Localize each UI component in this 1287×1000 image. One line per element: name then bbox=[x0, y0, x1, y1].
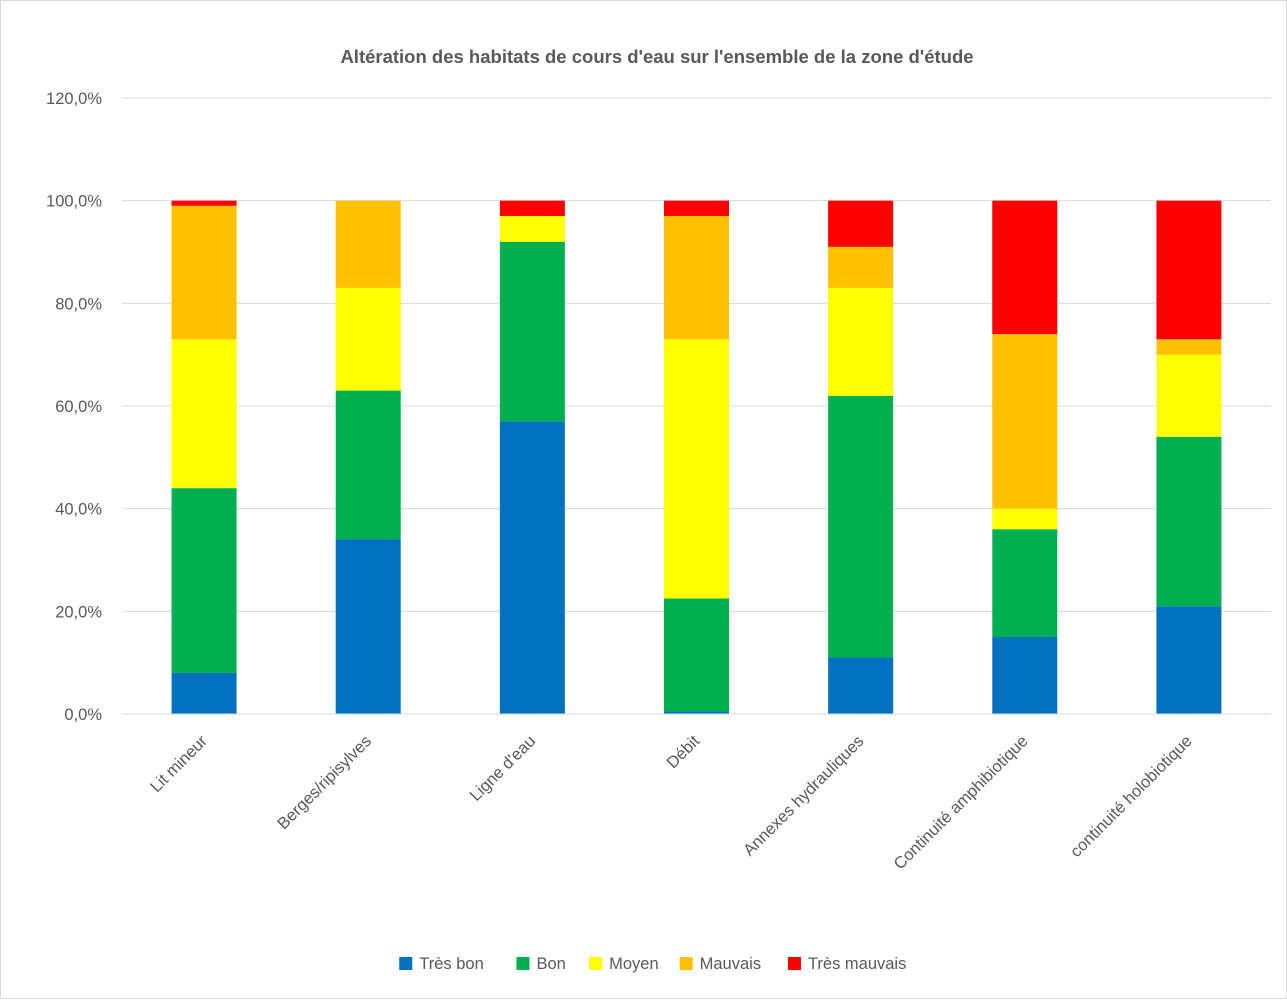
bar-segment-mauvais bbox=[335, 200, 401, 288]
x-tick-label: continuité holobiotique bbox=[1067, 732, 1196, 861]
legend-item-mauvais: Mauvais bbox=[679, 955, 761, 973]
bar-segment-tres-mauvais bbox=[828, 200, 894, 247]
legend-swatch bbox=[516, 957, 530, 970]
bar-segment-moyen bbox=[335, 287, 401, 391]
bar-segment-tres-bon bbox=[335, 539, 401, 714]
legend: Très bon Bon Moyen Mauvais Très mauvais bbox=[399, 955, 906, 973]
bars bbox=[171, 200, 1222, 714]
bar-segment-tres-bon bbox=[992, 637, 1058, 714]
bar-segment-mauvais bbox=[828, 246, 894, 288]
bar-segment-mauvais bbox=[1156, 339, 1222, 355]
x-tick-label: Continuité amphibiotique bbox=[890, 732, 1031, 873]
y-tick-label: 100,0% bbox=[46, 193, 102, 211]
bar-segment-mauvais bbox=[992, 334, 1058, 509]
bar-segment-mauvais bbox=[664, 216, 729, 340]
bar-segment-tres-mauvais bbox=[992, 200, 1058, 335]
legend-item-moyen: Moyen bbox=[589, 955, 659, 973]
bar-segment-tres-mauvais bbox=[1156, 200, 1222, 340]
y-tick-label: 40,0% bbox=[55, 501, 102, 519]
x-tick-label: Ligne d'eau bbox=[466, 732, 539, 805]
legend-label: Bon bbox=[536, 955, 565, 973]
y-tick-label: 0,0% bbox=[64, 706, 102, 724]
legend-label: Moyen bbox=[609, 955, 659, 973]
chart-title: Altération des habitats de cours d'eau s… bbox=[340, 46, 973, 67]
bar-segment-mauvais bbox=[171, 205, 237, 340]
bar-segment-bon bbox=[171, 488, 237, 673]
bar-segment-bon bbox=[992, 529, 1058, 637]
x-tick-label: Berges/ripisylves bbox=[274, 732, 375, 833]
y-tick-label: 80,0% bbox=[55, 295, 102, 313]
y-axis-tick-labels: 0,0% 20,0% 40,0% 60,0% 80,0% 100,0% 120,0% bbox=[46, 90, 102, 724]
legend-item-bon: Bon bbox=[516, 955, 566, 973]
bar-segment-bon bbox=[828, 395, 894, 658]
y-tick-label: 20,0% bbox=[55, 603, 102, 621]
bar-segment-tres-mauvais bbox=[171, 200, 237, 206]
bar-segment-moyen bbox=[992, 508, 1058, 530]
legend-swatch bbox=[679, 957, 693, 970]
bar-segment-moyen bbox=[499, 216, 565, 242]
legend-label: Très mauvais bbox=[808, 955, 906, 973]
bar-segment-tres-mauvais bbox=[664, 200, 729, 217]
legend-swatch bbox=[589, 957, 603, 970]
legend-swatch bbox=[399, 957, 413, 970]
bar-segment-bon bbox=[499, 241, 565, 422]
bar-segment-bon bbox=[1156, 436, 1222, 607]
legend-label: Mauvais bbox=[700, 955, 761, 973]
bar-segment-tres-bon bbox=[171, 672, 237, 714]
x-tick-label: Lit mineur bbox=[147, 732, 211, 796]
bar-segment-tres-bon bbox=[828, 657, 894, 714]
x-tick-label: Débit bbox=[663, 732, 703, 772]
bar-segment-tres-bon bbox=[499, 421, 565, 714]
y-tick-label: 60,0% bbox=[55, 398, 102, 416]
x-tick-label: Annexes hydrauliques bbox=[740, 732, 868, 860]
legend-item-tres-mauvais: Très mauvais bbox=[787, 955, 906, 973]
bar-segment-bon bbox=[664, 598, 729, 712]
bar-segment-moyen bbox=[664, 339, 729, 599]
legend-swatch bbox=[787, 957, 801, 970]
y-tick-label: 120,0% bbox=[46, 90, 102, 108]
bar-segment-moyen bbox=[828, 287, 894, 396]
bar-segment-tres-bon bbox=[664, 711, 729, 714]
legend-label: Très bon bbox=[419, 955, 484, 973]
bar-segment-moyen bbox=[1156, 354, 1222, 437]
x-axis-tick-labels: Lit mineur Berges/ripisylves Ligne d'eau Dé… bbox=[147, 732, 1196, 874]
bar-segment-moyen bbox=[171, 339, 237, 489]
legend-item-tres-bon: Très bon bbox=[399, 955, 484, 973]
bar-segment-tres-mauvais bbox=[499, 200, 565, 217]
bar-segment-bon bbox=[335, 390, 401, 540]
bar-segment-tres-bon bbox=[1156, 606, 1222, 714]
